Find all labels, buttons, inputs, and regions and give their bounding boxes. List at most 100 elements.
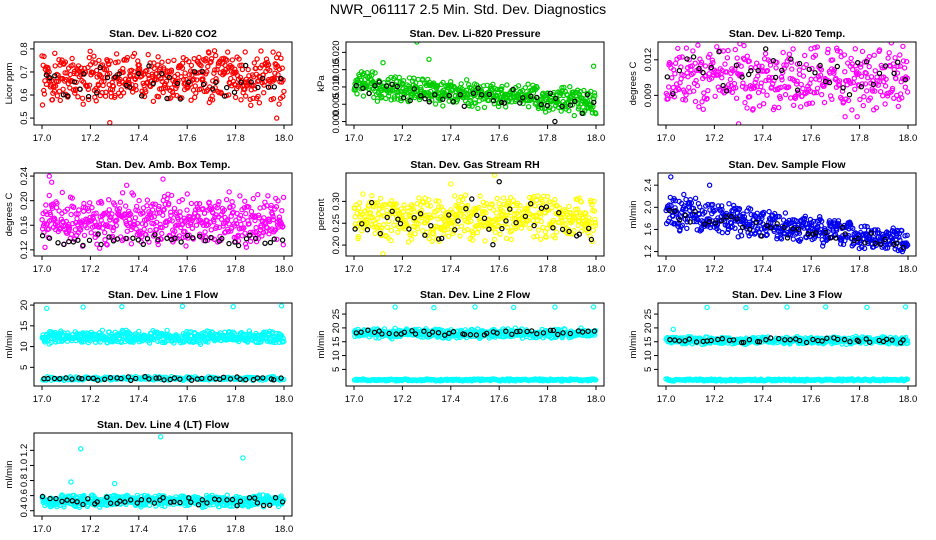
data-point	[208, 234, 214, 241]
data-point	[702, 209, 708, 215]
data-point	[156, 375, 162, 381]
data-point	[528, 200, 534, 207]
data-point	[103, 66, 110, 73]
data-point	[774, 221, 780, 227]
data-point	[426, 197, 432, 203]
data-point	[849, 107, 855, 113]
data-point	[509, 228, 515, 234]
x-tick-label: 17.0	[657, 264, 676, 275]
data-point	[593, 377, 599, 383]
data-point	[376, 211, 382, 217]
data-point	[672, 208, 678, 214]
data-point	[463, 205, 469, 212]
data-point	[55, 240, 61, 246]
data-point	[545, 193, 551, 200]
x-tick-label: 18.0	[275, 394, 294, 405]
chart-title: Stan. Dev. Gas Stream RH	[410, 159, 539, 171]
series-black	[353, 327, 598, 338]
data-point	[894, 240, 900, 246]
data-point	[834, 48, 841, 54]
data-point	[39, 232, 46, 239]
data-point	[231, 330, 238, 337]
data-point	[721, 218, 728, 225]
data-point	[802, 213, 809, 219]
data-point	[512, 225, 519, 232]
data-point	[790, 225, 796, 232]
data-point	[431, 230, 437, 237]
data-point	[696, 65, 702, 72]
data-point	[63, 375, 69, 381]
data-point	[746, 71, 752, 78]
data-point	[278, 75, 284, 82]
data-point	[246, 221, 252, 227]
data-point	[812, 45, 818, 51]
data-point	[57, 97, 64, 104]
series-primary	[39, 42, 287, 125]
data-point	[130, 192, 137, 198]
data-point	[98, 241, 104, 248]
data-point	[436, 198, 442, 204]
data-point	[702, 221, 708, 227]
data-point	[275, 72, 281, 78]
data-point	[411, 208, 417, 215]
data-point	[670, 84, 677, 91]
data-point	[400, 77, 407, 84]
data-point	[142, 221, 149, 228]
data-point	[145, 51, 151, 58]
data-point	[227, 204, 233, 210]
data-point	[507, 206, 513, 212]
y-tick-label: 0.010	[331, 75, 342, 99]
data-point	[698, 227, 705, 233]
data-point	[535, 227, 542, 233]
data-point	[525, 81, 531, 87]
data-point	[45, 375, 51, 382]
data-point	[172, 211, 178, 217]
data-point	[127, 211, 134, 217]
data-point	[550, 217, 557, 224]
data-point	[676, 67, 683, 74]
data-point	[278, 375, 284, 381]
data-point	[265, 62, 272, 68]
data-point	[760, 88, 766, 94]
data-point	[714, 44, 720, 50]
data-point	[894, 70, 901, 76]
data-point	[730, 208, 736, 214]
data-point	[567, 102, 574, 108]
data-point	[188, 200, 195, 207]
data-point	[64, 206, 71, 212]
x-tick-label: 17.8	[538, 264, 557, 275]
data-point	[866, 53, 873, 60]
chart-title: Stan. Dev. Line 1 Flow	[108, 289, 219, 301]
data-point	[848, 55, 854, 62]
data-point	[43, 72, 50, 78]
data-point	[153, 375, 159, 381]
data-point	[400, 94, 407, 101]
data-point	[99, 327, 106, 333]
data-point	[746, 93, 753, 100]
data-point	[756, 103, 763, 109]
data-point	[208, 56, 215, 62]
data-point	[383, 83, 390, 89]
data-point	[188, 97, 194, 103]
data-point	[707, 51, 713, 58]
data-point	[188, 377, 195, 383]
data-point	[834, 63, 841, 70]
data-point	[453, 211, 460, 217]
data-point	[507, 194, 514, 201]
x-tick-label: 17.8	[850, 133, 869, 144]
data-point	[369, 192, 375, 199]
data-point	[762, 51, 769, 57]
data-point	[876, 47, 883, 53]
y-axis: 0.50.60.70.8	[19, 42, 34, 125]
data-point	[836, 81, 842, 87]
data-point	[356, 205, 362, 211]
x-tick-label: 17.2	[705, 264, 724, 275]
data-point	[248, 102, 254, 109]
data-point	[106, 207, 113, 213]
data-point	[683, 92, 689, 98]
y-tick-label: 1.2	[643, 245, 654, 258]
outlier-point	[392, 304, 398, 310]
data-point	[889, 85, 896, 92]
data-point	[150, 201, 156, 207]
data-point	[276, 101, 282, 107]
